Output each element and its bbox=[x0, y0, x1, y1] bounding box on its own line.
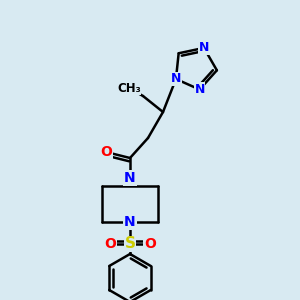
Text: N: N bbox=[194, 83, 205, 96]
Text: N: N bbox=[171, 73, 181, 85]
Text: O: O bbox=[144, 237, 156, 251]
Text: N: N bbox=[124, 215, 136, 229]
Text: O: O bbox=[100, 145, 112, 159]
Text: N: N bbox=[124, 171, 136, 185]
Text: N: N bbox=[199, 41, 209, 54]
Text: S: S bbox=[124, 236, 136, 251]
Text: O: O bbox=[104, 237, 116, 251]
Text: CH₃: CH₃ bbox=[117, 82, 141, 94]
